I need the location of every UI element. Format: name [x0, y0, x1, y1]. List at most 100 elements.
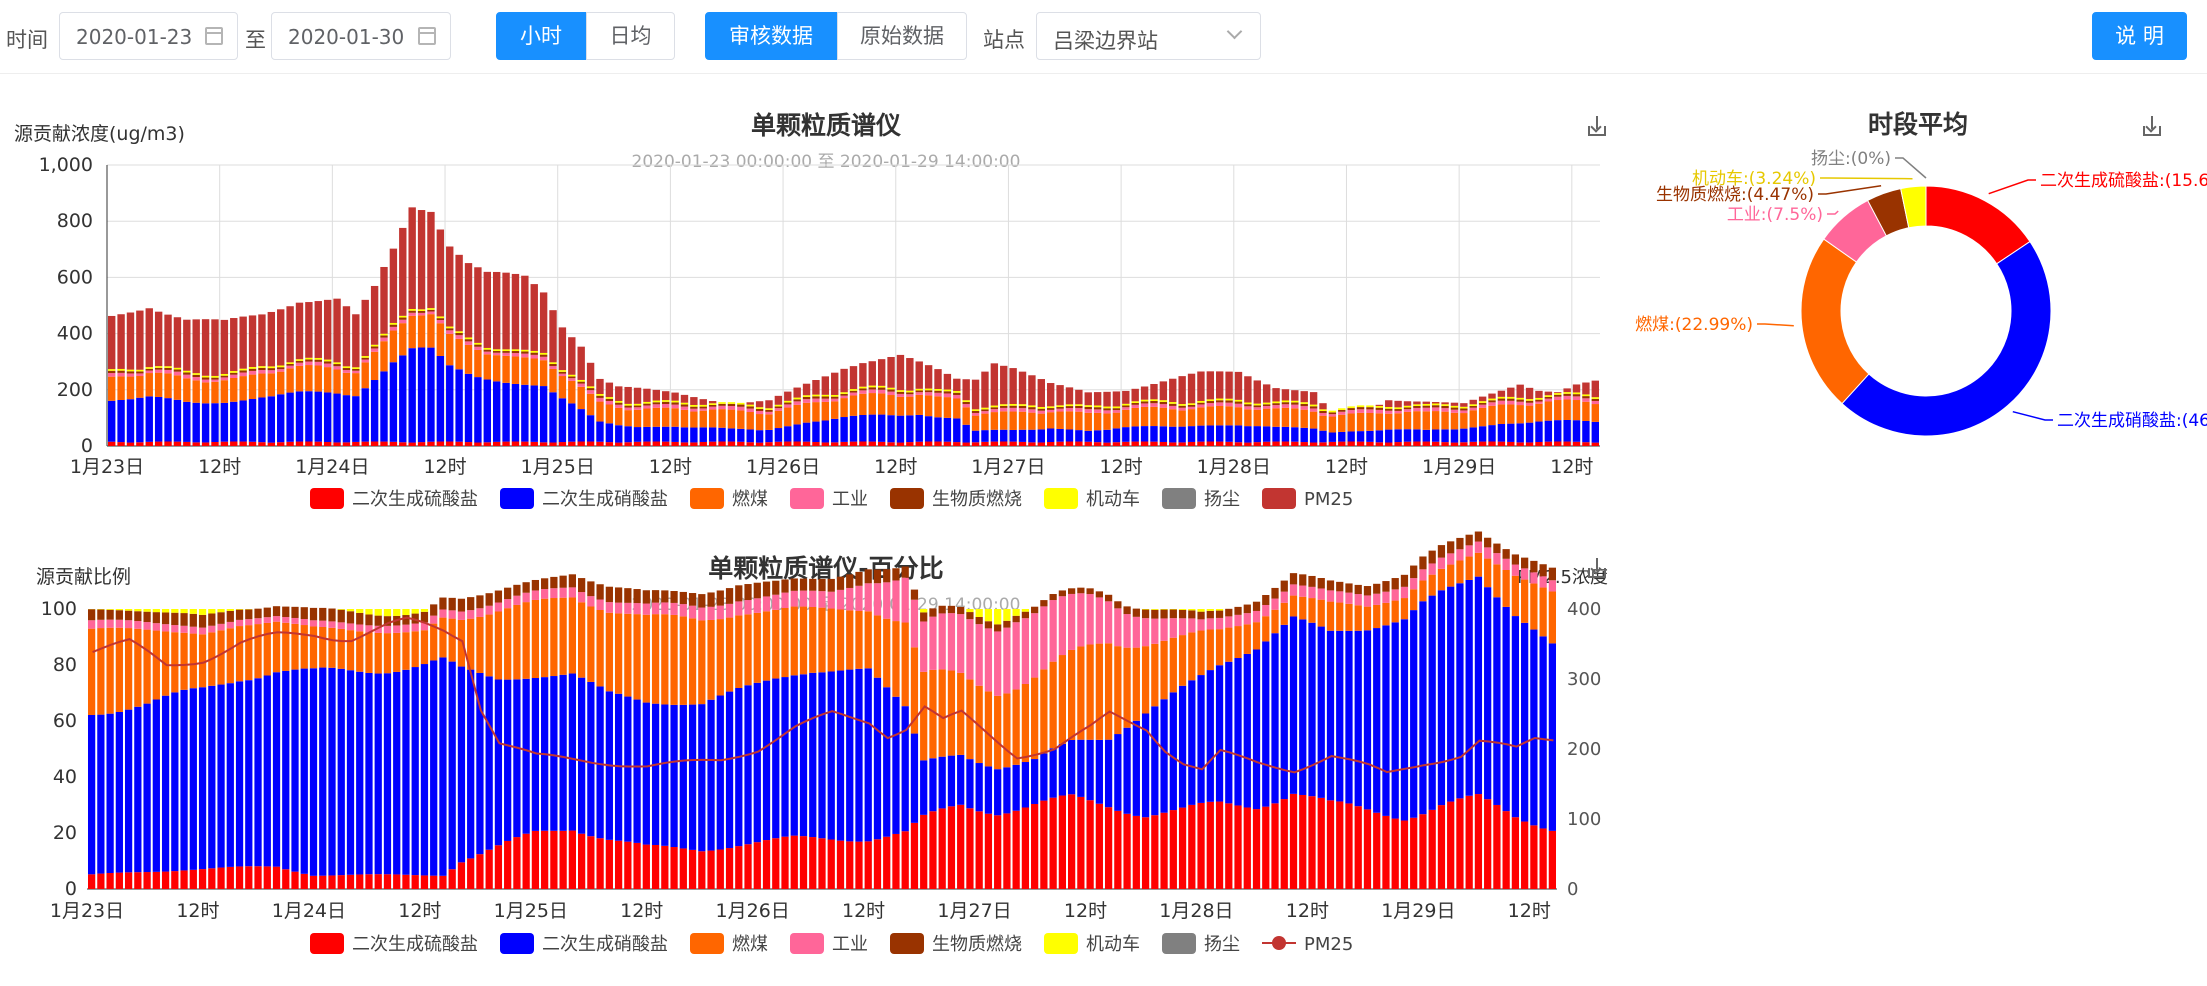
chart2-bar-segment — [319, 626, 327, 668]
chart1-bar-segment — [192, 380, 200, 403]
legend-swatch — [890, 488, 924, 509]
chart2-bar-segment — [651, 590, 660, 603]
chart1-bar-segment — [990, 363, 999, 406]
chart1-bar-segment — [145, 396, 153, 442]
chart1-bar-segment — [755, 407, 764, 409]
chart1-bar-segment — [267, 370, 276, 374]
chart1-bar-segment — [605, 442, 614, 446]
chart2-bar-segment — [1419, 569, 1427, 581]
chart2-bar-segment — [1391, 622, 1399, 819]
chart1-bar-segment — [239, 368, 247, 371]
chart1-bar-segment — [690, 411, 698, 428]
chart2-bar-segment — [1289, 793, 1298, 889]
chart2-bar-segment — [420, 622, 429, 631]
chart2-bar-segment — [929, 758, 937, 812]
chart2-bar-segment — [494, 679, 503, 846]
help-button[interactable]: 说 明 — [2092, 12, 2187, 60]
chart2-bar-segment — [356, 609, 364, 613]
chart1-bar-segment — [718, 403, 726, 406]
chart1-bar-segment — [1150, 441, 1158, 446]
legend-swatch — [310, 933, 344, 954]
raw-data-button[interactable]: 原始数据 — [837, 12, 967, 60]
chart1-bar-segment — [277, 309, 285, 366]
chart1-bar-segment — [1507, 387, 1515, 397]
start-date-input[interactable]: 2020-01-23 — [59, 12, 238, 60]
chart2-bar-segment — [282, 617, 290, 623]
station-select[interactable]: 吕梁边界站 — [1036, 12, 1261, 60]
chart2-bar-segment — [994, 815, 1002, 889]
chart2-bar-segment — [642, 844, 650, 889]
chart1-bar-segment — [643, 403, 651, 406]
chart2-bar-segment — [1437, 805, 1446, 889]
download-icon[interactable] — [1586, 558, 1608, 580]
chart1-bar-segment — [1037, 429, 1045, 443]
chart2-bar-segment — [1086, 588, 1094, 595]
chart2-bar-segment — [1262, 641, 1270, 807]
chart2-bar-segment — [920, 760, 928, 815]
chart1-bar-segment — [1535, 399, 1543, 402]
chart1-bar-segment — [1347, 441, 1355, 446]
chart1-bar-segment — [981, 409, 989, 412]
chart2-bar-segment — [1058, 655, 1066, 744]
chart1-bar-segment — [586, 388, 595, 391]
chart1-bar-segment — [680, 394, 689, 403]
chart1-bar-segment — [906, 392, 914, 395]
chart1-bar-segment — [464, 263, 473, 338]
chart2-xtick: 12时 — [398, 900, 441, 922]
chart2-xtick: 1月24日 — [272, 900, 346, 922]
download-icon[interactable] — [2141, 116, 2163, 138]
daily-button[interactable]: 日均 — [586, 12, 675, 60]
chart1-bar-segment — [1554, 400, 1562, 421]
chart1-bar-segment — [1309, 408, 1318, 412]
chart1-bar-segment — [201, 442, 210, 446]
chart1-bar-segment — [333, 298, 341, 363]
chart1-bar-segment — [605, 382, 614, 398]
end-date-input[interactable]: 2020-01-30 — [271, 12, 451, 60]
chart1-bar-segment — [1300, 403, 1308, 407]
chart1-bar-segment — [1046, 409, 1055, 413]
chart1-bar-segment — [286, 392, 294, 442]
chart1-bar-segment — [1253, 409, 1261, 427]
download-icon[interactable] — [1586, 116, 1608, 138]
chart1-bar-segment — [126, 442, 135, 446]
chart1-bar-segment — [802, 395, 811, 397]
chart1-bar-segment — [492, 271, 501, 350]
chart1-bar-segment — [314, 357, 322, 360]
chart2-bar-segment — [522, 602, 530, 679]
chart1-bar-segment — [1169, 409, 1177, 427]
chart1-bar-segment — [962, 400, 970, 402]
audited-data-button[interactable]: 审核数据 — [705, 12, 837, 60]
chart1-bar-segment — [220, 441, 229, 446]
chart1-bar-segment — [1291, 441, 1299, 446]
chart2-bar-segment — [1363, 606, 1372, 631]
chart1-bar-segment — [305, 361, 313, 366]
chart2-bar-segment — [1151, 618, 1159, 644]
chart1-bar-segment — [1507, 404, 1515, 424]
chart2-bar-segment — [420, 630, 429, 665]
chart2-bar-segment — [1308, 598, 1316, 623]
chart2-bar-segment — [420, 875, 429, 889]
chart1-bar-segment — [539, 386, 548, 443]
chart1-bar-segment — [699, 410, 707, 428]
chart2-bar-segment — [698, 851, 706, 889]
chart1-bar-segment — [615, 442, 623, 446]
chart1-bar-segment — [164, 441, 172, 446]
hourly-button[interactable]: 小时 — [496, 12, 586, 60]
chart2-bar-segment — [430, 615, 438, 624]
chart1-bar-segment — [596, 401, 604, 422]
chart2-bar-segment — [448, 869, 456, 889]
chart2-bar-segment — [1363, 595, 1372, 607]
chart1-bar-segment — [1037, 407, 1045, 409]
chart1-bar-segment — [352, 368, 360, 371]
chart2-bar-segment — [559, 587, 567, 598]
chart2-bar-segment — [1215, 617, 1224, 630]
chart1-bar-segment — [1525, 400, 1534, 403]
chart1-bar-segment — [690, 406, 698, 409]
chart1-bar-segment — [1244, 404, 1252, 407]
chart2-bar-segment — [929, 616, 937, 670]
chart2-bar-segment — [1225, 608, 1233, 617]
chart1-bar-segment — [849, 441, 858, 446]
chart1-bar-segment — [943, 441, 952, 446]
chart1-bar-segment — [586, 362, 595, 387]
chart2-bar-segment — [605, 839, 613, 889]
